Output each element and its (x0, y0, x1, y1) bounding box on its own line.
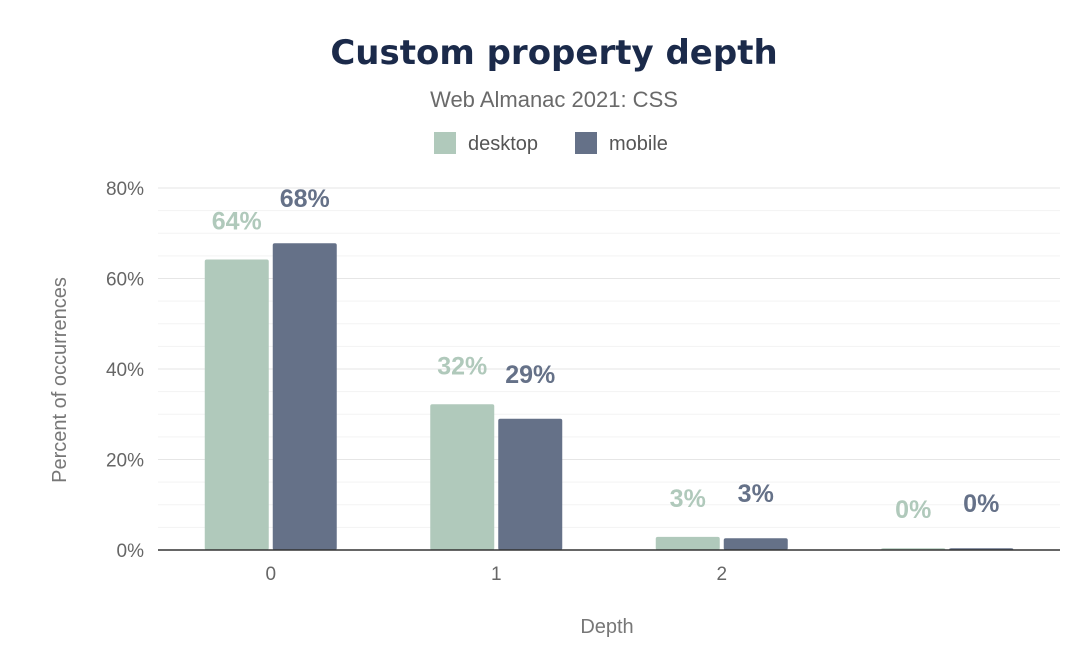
x-axis-ticks: 0 1 2 (265, 564, 727, 585)
y-tick-label: 0% (117, 541, 145, 562)
bar-mobile (272, 243, 337, 550)
y-tick-label: 60% (106, 270, 144, 291)
data-label-desktop: 64% (212, 207, 262, 235)
x-axis-label: Depth (580, 616, 633, 638)
data-label-mobile: 0% (963, 490, 999, 518)
legend-swatch-desktop (434, 132, 456, 154)
y-tick-label: 80% (106, 179, 144, 200)
bar-desktop (655, 536, 720, 550)
data-label-desktop: 3% (670, 485, 706, 513)
data-label-desktop: 0% (895, 496, 931, 524)
chart-title: Custom property depth (330, 33, 777, 73)
data-label-desktop: 32% (437, 352, 487, 380)
bar-mobile (498, 418, 563, 550)
data-label-mobile: 3% (738, 480, 774, 508)
data-labels: 64% 68% 32% 29% 3% 3% 0% 0% (212, 185, 1000, 524)
chart-subtitle: Web Almanac 2021: CSS (430, 87, 678, 112)
y-tick-label: 20% (106, 451, 144, 472)
legend-swatch-mobile (575, 132, 597, 154)
y-axis-label: Percent of occurrences (49, 277, 71, 483)
x-tick-label: 0 (265, 564, 276, 585)
y-tick-label: 40% (106, 360, 144, 381)
legend-label-desktop: desktop (468, 133, 538, 155)
bar-desktop (430, 404, 495, 550)
y-axis-ticks: 0% 20% 40% 60% 80% (106, 179, 144, 562)
bar-desktop (204, 259, 269, 550)
data-label-mobile: 68% (280, 185, 330, 213)
legend-label-mobile: mobile (609, 133, 668, 155)
bar-mobile (723, 538, 788, 550)
x-tick-label: 2 (716, 564, 727, 585)
data-label-mobile: 29% (505, 361, 555, 389)
x-tick-label: 1 (491, 564, 502, 585)
bars (204, 243, 1014, 550)
legend: desktop mobile (434, 132, 668, 155)
